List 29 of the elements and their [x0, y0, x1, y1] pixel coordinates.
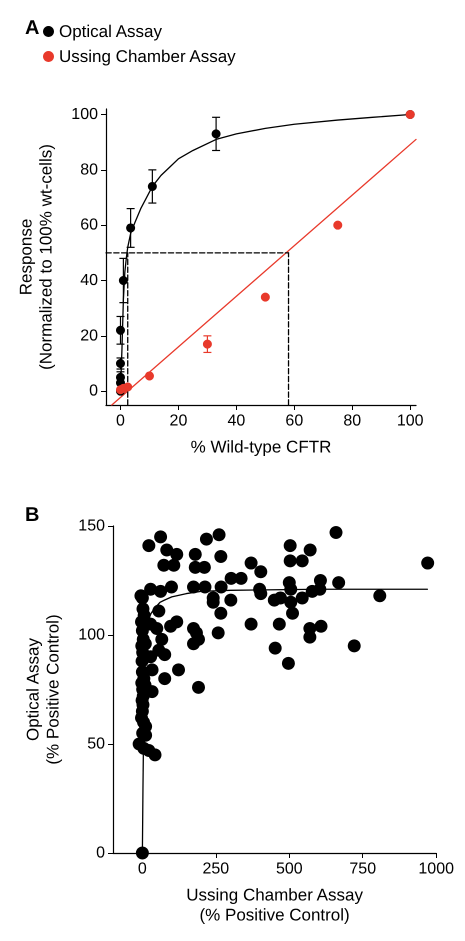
- y-tick-label: 100: [71, 106, 98, 124]
- x-tick-label: 40: [227, 412, 246, 430]
- y-tick-label: 0: [89, 382, 98, 400]
- y-tick-label: 0: [96, 844, 106, 862]
- legend-label: Optical Assay: [59, 22, 162, 41]
- y-tick-label: 60: [80, 216, 98, 234]
- y-tick-label: 150: [78, 518, 106, 534]
- x-axis-title: % Wild-type CFTR: [190, 438, 332, 456]
- x-tick-label: 60: [285, 412, 304, 430]
- x-tick-label: 250: [202, 860, 230, 878]
- y-tick-label: 20: [80, 327, 98, 344]
- x-axis-title: Ussing Chamber Assay (% Positive Control): [186, 886, 364, 924]
- x-tick-label: 500: [276, 860, 303, 878]
- x-tick-label: 100: [396, 412, 424, 430]
- x-tick-label: 20: [170, 412, 188, 430]
- x-tick-label: 80: [343, 412, 362, 430]
- x-tick-label: 1000: [418, 860, 454, 878]
- legend-label: Ussing Chamber Assay: [59, 47, 236, 66]
- x-tick-label: 0: [138, 860, 147, 878]
- y-tick-label: 50: [87, 736, 106, 752]
- y-tick-label: 80: [80, 161, 98, 178]
- chart-title: A: [25, 17, 40, 39]
- y-axis-title: Optical Assay (% Positive Control): [24, 614, 62, 765]
- x-tick-label: 0: [116, 412, 126, 430]
- y-tick-label: 100: [78, 626, 106, 644]
- y-axis-title: Response (Normalized to 100% wt-cells): [16, 144, 56, 370]
- x-tick-label: 750: [349, 860, 376, 878]
- chart-title: B: [25, 504, 40, 526]
- y-tick-label: 40: [80, 272, 98, 290]
